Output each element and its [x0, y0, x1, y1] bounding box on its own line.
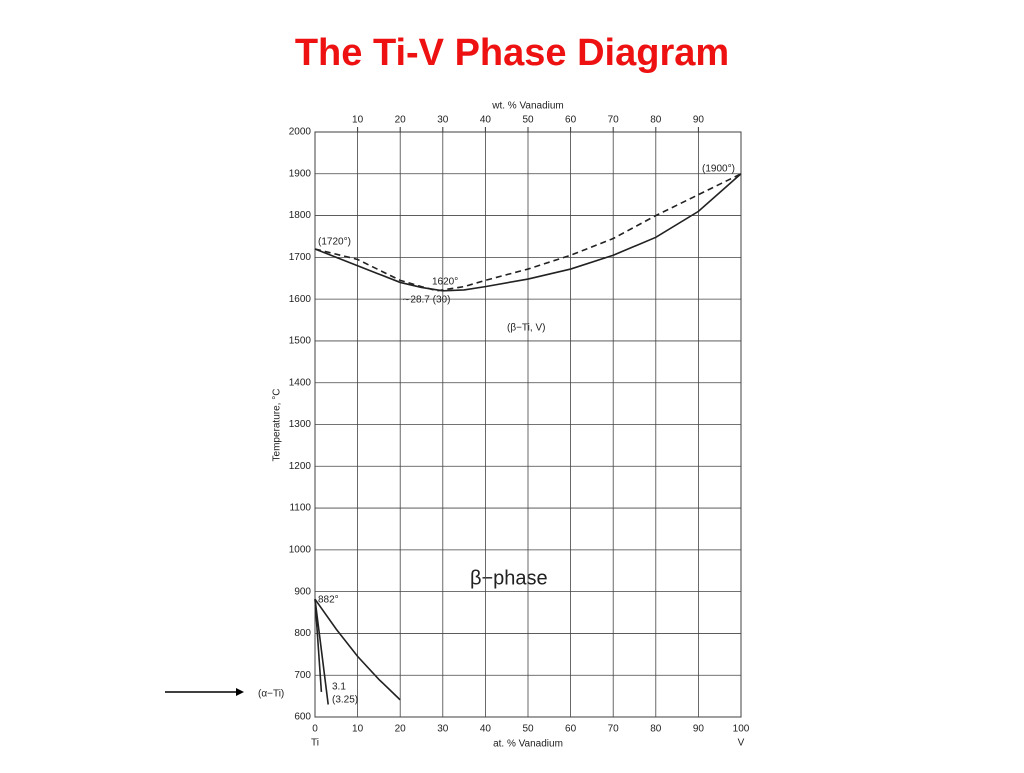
- y-axis-label: Temperature, °C: [272, 389, 283, 462]
- x-tick-label: 10: [352, 724, 364, 735]
- annotation: 1620°: [432, 277, 458, 288]
- y-tick-label: 800: [294, 628, 311, 639]
- y-tick-label: 600: [294, 712, 311, 723]
- annotation: (β−Ti, V): [507, 323, 545, 334]
- end-label: V: [738, 738, 745, 749]
- x2-tick-label: 50: [522, 115, 534, 126]
- x-tick-label: 20: [395, 724, 407, 735]
- x-tick-label: 40: [480, 724, 492, 735]
- phase-boundary: [314, 599, 329, 705]
- phase-boundary: [314, 173, 742, 292]
- x-tick-label: 30: [437, 724, 449, 735]
- x2-tick-label: 80: [650, 115, 662, 126]
- x-tick-label: 60: [565, 724, 577, 735]
- arrow-head: [236, 688, 244, 696]
- x2-tick-label: 10: [352, 115, 364, 126]
- phase-boundary: [314, 173, 742, 292]
- y-tick-label: 2000: [289, 127, 312, 138]
- x-axis-label: at. % Vanadium: [493, 739, 563, 750]
- annotation: 882°: [318, 595, 339, 606]
- x-tick-label: 0: [312, 724, 318, 735]
- x2-tick-label: 70: [608, 115, 620, 126]
- y-tick-label: 1300: [289, 419, 312, 430]
- x2-tick-label: 60: [565, 115, 577, 126]
- y-tick-label: 1600: [289, 294, 312, 305]
- phase-boundary: [314, 599, 323, 692]
- annotation: 3.1: [332, 682, 346, 693]
- y-tick-label: 1900: [289, 168, 312, 179]
- y-tick-label: 1200: [289, 461, 312, 472]
- y-tick-label: 1400: [289, 377, 312, 388]
- phase-boundary: [314, 598, 401, 701]
- x2-tick-label: 40: [480, 115, 492, 126]
- annotation: (1900°): [702, 164, 735, 175]
- annotation: (1720°): [318, 237, 351, 248]
- y-tick-label: 900: [294, 586, 311, 597]
- x2-tick-label: 20: [395, 115, 407, 126]
- y-tick-label: 1700: [289, 252, 312, 263]
- annotation: (3.25): [332, 695, 358, 706]
- annotation: ∼28.7 (30): [402, 295, 450, 306]
- y-tick-label: 700: [294, 670, 311, 681]
- x2-tick-label: 30: [437, 115, 449, 126]
- x-tick-label: 90: [693, 724, 705, 735]
- annotation: (α−Ti): [258, 689, 284, 700]
- x2-tick-label: 90: [693, 115, 705, 126]
- x-tick-label: 80: [650, 724, 662, 735]
- y-tick-label: 1500: [289, 336, 312, 347]
- x-tick-label: 100: [733, 724, 750, 735]
- annotation: β−phase: [470, 567, 548, 589]
- y-tick-label: 1000: [289, 544, 312, 555]
- y-tick-label: 1800: [289, 210, 312, 221]
- end-label: Ti: [311, 738, 319, 749]
- x-tick-label: 70: [608, 724, 620, 735]
- slide-title: The Ti-V Phase Diagram: [295, 32, 729, 74]
- x-tick-label: 50: [522, 724, 534, 735]
- x2-axis-label: wt. % Vanadium: [491, 101, 564, 112]
- y-tick-label: 1100: [289, 503, 311, 514]
